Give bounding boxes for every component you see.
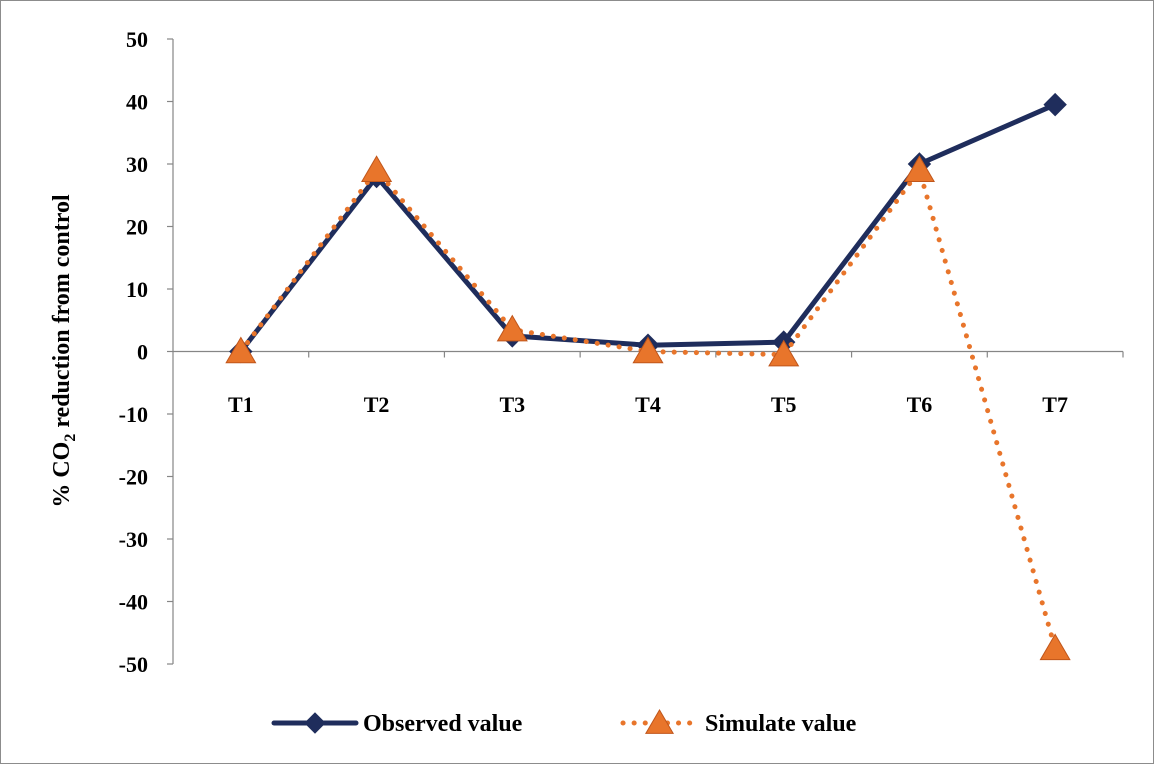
y-tick-label: -20 xyxy=(119,465,148,490)
data-point xyxy=(1044,94,1066,116)
series-line xyxy=(241,105,1055,352)
x-tick-labels: T1 T2 T3 T4 T5 T6 T7 xyxy=(228,392,1068,417)
y-tick-label: 20 xyxy=(126,215,148,240)
y-tick-label: -10 xyxy=(119,402,148,427)
legend-marker xyxy=(305,713,325,733)
x-tick-label: T1 xyxy=(228,392,254,417)
data-point xyxy=(1040,634,1069,659)
legend-label: Simulate value xyxy=(705,711,857,737)
data-point xyxy=(362,156,391,181)
y-tick-label: -30 xyxy=(119,527,148,552)
x-tick-label: T3 xyxy=(499,392,525,417)
x-tick-label: T2 xyxy=(364,392,390,417)
y-tick-label: -40 xyxy=(119,590,148,615)
x-tick-label: T4 xyxy=(635,392,661,417)
y-tick-label: 10 xyxy=(126,277,148,302)
legend-label: Observed value xyxy=(363,711,523,737)
legend-item-observed: Observed value xyxy=(274,711,523,737)
y-tick-labels: 50 40 30 20 10 0 -10 -20 -30 -40 -50 xyxy=(119,27,148,677)
y-tick-label: -50 xyxy=(119,652,148,677)
y-tick-label: 30 xyxy=(126,152,148,177)
x-tick-label: T6 xyxy=(907,392,933,417)
data-point xyxy=(633,338,662,363)
legend-item-simulate: Simulate value xyxy=(623,710,857,737)
series-group xyxy=(226,94,1070,660)
series-observed xyxy=(230,94,1066,363)
y-axis-label: % CO2 reduction from control xyxy=(49,194,79,508)
x-tick-label: T5 xyxy=(771,392,797,417)
x-tick-label: T7 xyxy=(1042,392,1068,417)
y-tick-label: 50 xyxy=(126,27,148,52)
y-tick-label: 40 xyxy=(126,90,148,115)
y-tick-label: 0 xyxy=(137,340,148,365)
legend: Observed value Simulate value xyxy=(274,710,857,737)
